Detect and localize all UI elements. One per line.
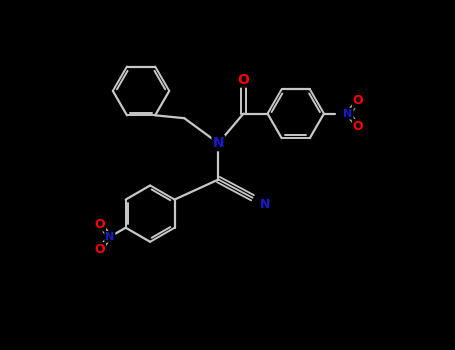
Text: O: O: [95, 218, 105, 231]
Text: O: O: [353, 94, 364, 107]
Text: O: O: [238, 72, 249, 86]
Text: N: N: [212, 136, 224, 150]
Text: N: N: [105, 232, 114, 242]
Text: N: N: [344, 108, 353, 119]
Text: N: N: [260, 198, 270, 211]
Text: O: O: [353, 120, 364, 133]
Text: O: O: [95, 243, 105, 256]
